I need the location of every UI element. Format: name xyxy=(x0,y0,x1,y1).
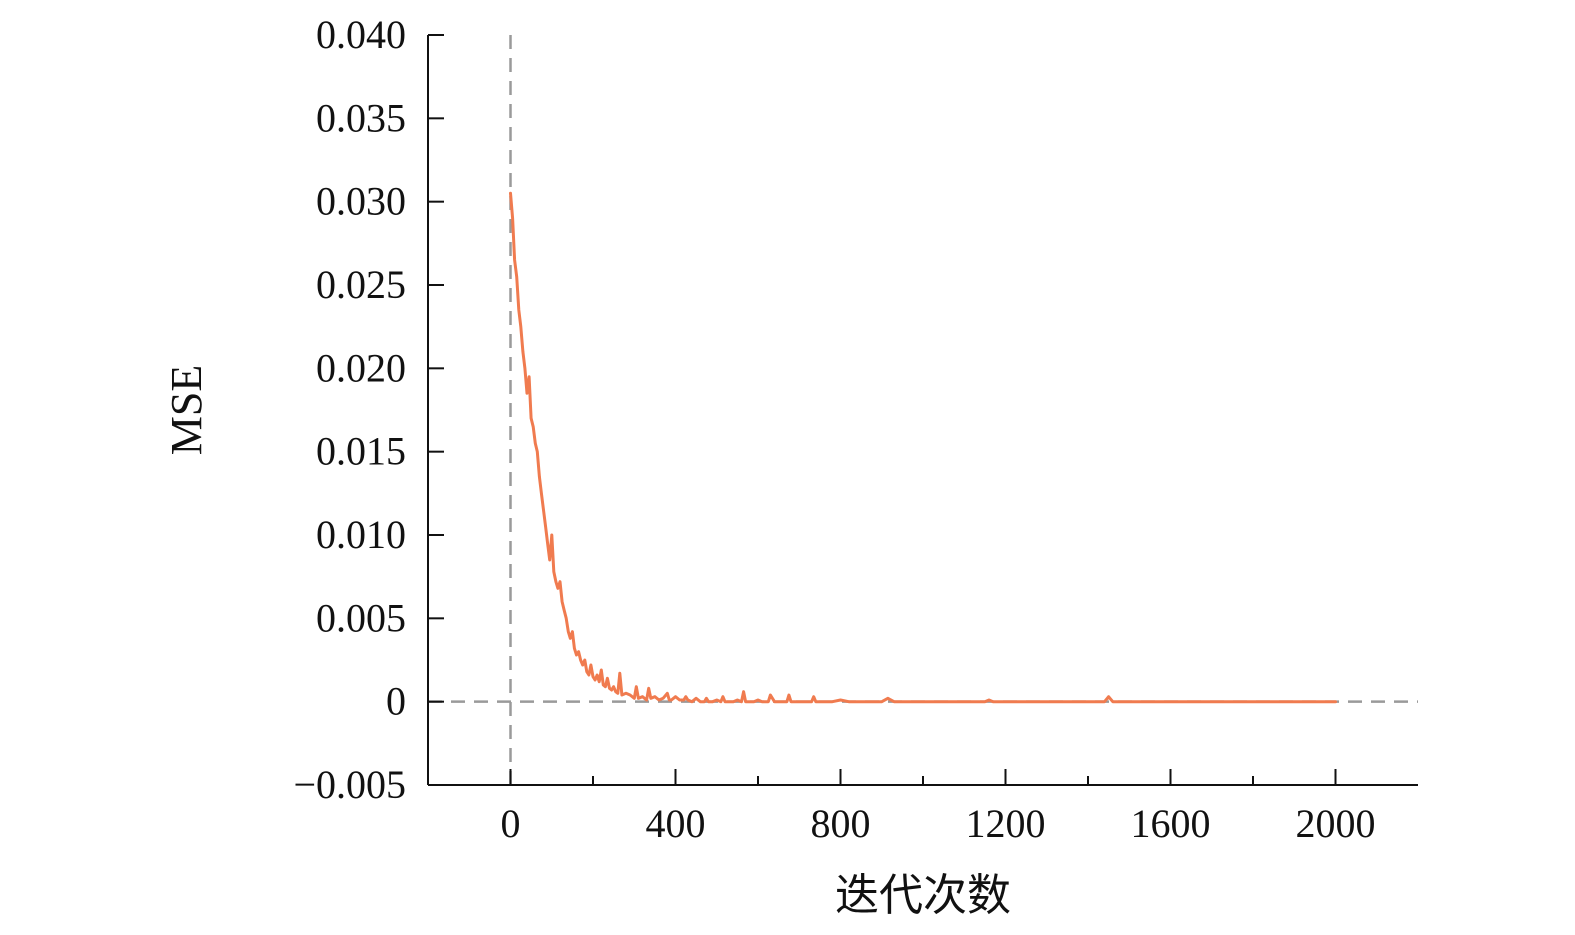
y-tick-label: 0.015 xyxy=(316,429,406,474)
x-tick-label: 1600 xyxy=(1131,801,1211,846)
x-tick-label: 0 xyxy=(501,801,521,846)
y-axis-title: MSE xyxy=(162,365,211,455)
y-tick-label: 0.030 xyxy=(316,179,406,224)
y-ticks: −0.005 0 0.005 0.010 0.015 0.020 0.025 0.030 0.0… xyxy=(293,12,444,807)
x-tick-label: 2000 xyxy=(1296,801,1376,846)
y-tick-label: 0.040 xyxy=(316,12,406,57)
reference-lines xyxy=(428,35,1418,785)
x-tick-label: 1200 xyxy=(966,801,1046,846)
y-tick-label: 0.010 xyxy=(316,512,406,557)
y-tick-label: 0.035 xyxy=(316,95,406,140)
series-layer xyxy=(509,191,1337,704)
y-tick-label: 0.005 xyxy=(316,595,406,640)
y-tick-label: 0 xyxy=(386,679,406,724)
y-tick-label: 0.025 xyxy=(316,262,406,307)
series-line-0 xyxy=(509,191,1337,704)
x-axis-title: 迭代次数 xyxy=(835,871,1011,920)
y-tick-label: 0.020 xyxy=(316,345,406,390)
x-tick-label: 800 xyxy=(811,801,871,846)
x-ticks: 0 400 800 1200 1600 2000 xyxy=(501,769,1376,846)
y-tick-label: −0.005 xyxy=(293,762,406,807)
x-tick-label: 400 xyxy=(646,801,706,846)
axes xyxy=(427,35,1418,786)
